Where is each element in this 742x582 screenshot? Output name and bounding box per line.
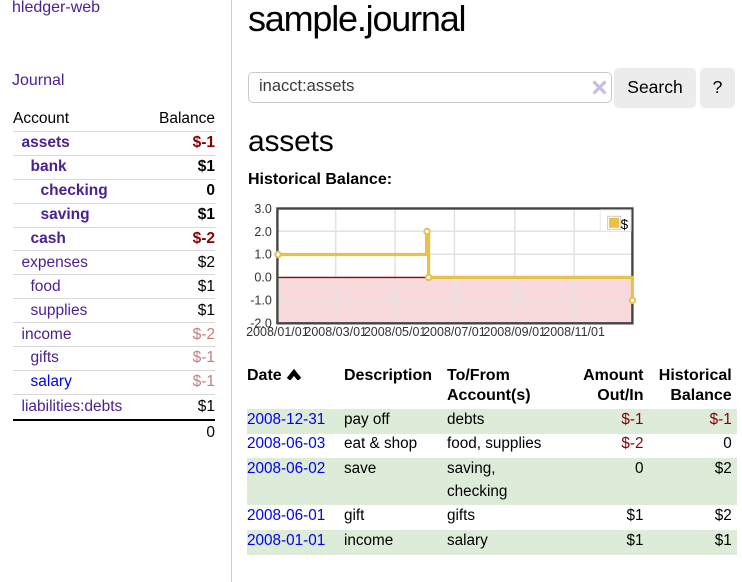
svg-text:2.0: 2.0 (254, 225, 271, 239)
svg-text:2008/03/01: 2008/03/01 (304, 325, 367, 339)
svg-text:2008/07/01: 2008/07/01 (423, 325, 486, 339)
svg-text:2008/09/01: 2008/09/01 (483, 325, 546, 339)
svg-text:-2.0: -2.0 (250, 317, 272, 331)
svg-text:2008/05/01: 2008/05/01 (364, 325, 427, 339)
svg-text:2008/01/01: 2008/01/01 (246, 325, 309, 339)
svg-text:$: $ (621, 217, 629, 232)
svg-text:2008/11/01: 2008/11/01 (543, 325, 605, 339)
svg-text:-1.0: -1.0 (250, 294, 272, 308)
svg-text:3.0: 3.0 (254, 202, 271, 216)
svg-text:1.0: 1.0 (254, 248, 271, 262)
svg-text:0.0: 0.0 (254, 271, 271, 285)
